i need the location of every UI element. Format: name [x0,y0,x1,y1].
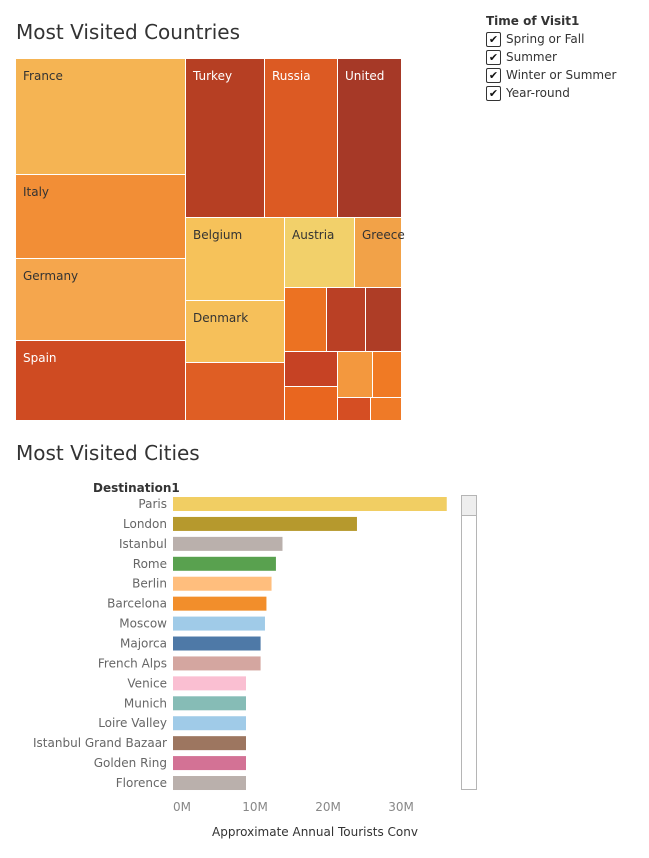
legend-title: Time of Visit1 [486,14,580,28]
legend-item-label: Year-round [506,86,570,100]
treemap-cell-label: Belgium [193,228,243,242]
chart-scrollbar[interactable] [461,495,477,790]
treemap-cell-label: Turkey [193,69,233,83]
treemap-cell[interactable] [285,352,338,387]
bar[interactable] [173,776,246,791]
checkbox-icon[interactable]: ✔ [486,85,501,101]
treemap-cell-label: Greece [362,228,405,242]
bar[interactable] [173,716,246,731]
checkbox-icon[interactable]: ✔ [486,67,501,83]
bar[interactable] [173,497,447,511]
legend-item-spring-or-fall[interactable]: ✔ Spring or Fall [486,30,616,48]
legend-item-year-round[interactable]: ✔ Year-round [486,84,616,102]
bar-category-label: Berlin [132,577,167,591]
bar-category-label: Istanbul [119,537,167,551]
treemap-cell[interactable] [186,363,285,421]
bar-category-label: Munich [124,696,167,710]
treemap-cell[interactable] [285,288,327,352]
treemap-cell[interactable] [373,352,402,398]
legend-item-summer[interactable]: ✔ Summer [486,48,616,66]
treemap-cell[interactable]: Spain [16,341,186,421]
treemap-cell[interactable]: Denmark [186,301,285,363]
treemap-cell[interactable] [366,288,402,352]
legend-item-label: Summer [506,50,557,64]
checkbox-icon[interactable]: ✔ [486,49,501,65]
treemap-cell-label: Spain [23,351,57,365]
bar[interactable] [173,736,246,751]
bar[interactable] [173,756,246,771]
treemap-cell[interactable] [338,398,371,421]
bar[interactable] [173,656,261,671]
countries-treemap[interactable]: France Italy Germany Spain Turkey Russia Unite… [16,59,405,421]
legend-item-winter-or-summer[interactable]: ✔ Winter or Summer [486,66,616,84]
treemap-cell[interactable]: Italy [16,175,186,259]
cities-bar-chart[interactable]: Paris London Istanbul Rome Berlin Barcelona Mo… [0,490,460,840]
bar-category-label: Golden Ring [94,756,167,770]
bar[interactable] [173,596,267,611]
treemap-cell[interactable] [285,387,338,421]
bar-category-label: Majorca [120,637,167,651]
bar-chart-title: Most Visited Cities [16,441,200,465]
x-tick-label: 0M [173,800,191,814]
bar-category-label: French Alps [98,656,167,670]
legend-item-label: Spring or Fall [506,32,585,46]
bar[interactable] [173,636,261,651]
bar-category-label: London [123,517,167,531]
treemap-cell-label: Russia [272,69,311,83]
bar[interactable] [173,516,357,531]
bar-category-label: Loire Valley [98,716,167,730]
treemap-cell[interactable]: Belgium [186,218,285,301]
x-tick-label: 10M [242,800,268,814]
treemap-cell-label: Germany [23,269,79,283]
treemap-cell[interactable] [371,398,402,421]
bar[interactable] [173,536,283,551]
legend-item-label: Winter or Summer [506,68,617,82]
treemap-cell-label: France [23,69,63,83]
x-axis-title: Approximate Annual Tourists Conv [212,825,418,839]
treemap-cell[interactable]: Germany [16,259,186,341]
treemap-cell[interactable]: Russia [265,59,338,218]
time-of-visit-legend[interactable]: Time of Visit1 ✔ Spring or Fall ✔ Summer… [486,14,616,102]
treemap-cell[interactable] [327,288,366,352]
bar-category-label: Rome [133,557,167,571]
bar-category-label: Istanbul Grand Bazaar [33,736,167,750]
treemap-cell-label: Denmark [193,311,249,325]
checkbox-icon[interactable]: ✔ [486,31,501,47]
x-tick-label: 30M [388,800,414,814]
bar-category-label: Florence [116,776,167,790]
scrollbar-thumb[interactable] [462,496,476,516]
bar-category-label: Paris [138,497,167,511]
treemap-cell[interactable]: Turkey [186,59,265,218]
treemap-title: Most Visited Countries [16,20,240,44]
treemap-cell[interactable] [338,352,373,398]
bar[interactable] [173,616,265,631]
bar[interactable] [173,696,246,711]
bar[interactable] [173,576,272,591]
treemap-cell-label: United [345,69,385,83]
treemap-cell[interactable]: Austria [285,218,355,288]
treemap-cell[interactable]: France [16,59,186,175]
x-tick-label: 20M [315,800,341,814]
bar-category-label: Moscow [119,617,167,631]
bar-category-label: Barcelona [107,597,167,611]
treemap-cell[interactable]: Greece [355,218,405,288]
bar[interactable] [173,676,246,691]
treemap-cell-label: Italy [23,185,50,199]
bar-category-label: Venice [127,676,167,690]
treemap-cell[interactable]: United [338,59,402,218]
treemap-cell-label: Austria [292,228,335,242]
bar[interactable] [173,556,276,571]
destination-header: Destination1 [93,481,180,495]
